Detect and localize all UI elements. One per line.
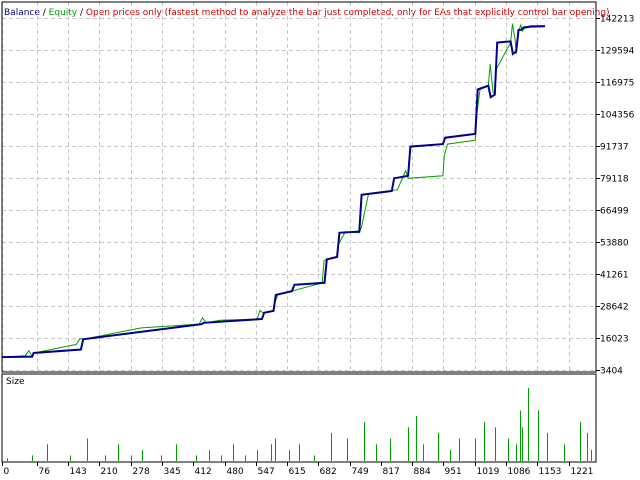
x-tick-label: 615 bbox=[289, 467, 306, 477]
main-grid bbox=[2, 2, 596, 372]
x-tick-label: 547 bbox=[258, 467, 275, 477]
size-plot-border bbox=[1, 373, 597, 463]
x-tick-label: 1019 bbox=[477, 467, 500, 477]
y-tick-label: 3404 bbox=[600, 367, 623, 377]
y-tick-label: 66499 bbox=[600, 207, 629, 217]
y-tick-label: 104356 bbox=[600, 111, 635, 121]
y-tick-label: 53880 bbox=[600, 239, 629, 249]
balance-series-line bbox=[1, 25, 546, 359]
x-tick-label: 1153 bbox=[539, 467, 562, 477]
main-plot-border bbox=[1, 1, 597, 373]
y-tick-label: 91737 bbox=[600, 143, 629, 153]
y-tick-label: 16023 bbox=[600, 335, 629, 345]
x-tick-label: 480 bbox=[227, 467, 244, 477]
x-tick-label: 278 bbox=[133, 467, 150, 477]
x-tick-label: 884 bbox=[414, 467, 431, 477]
equity-legend: Equity bbox=[49, 8, 78, 18]
y-tick-label: 41261 bbox=[600, 271, 629, 281]
balance-equity-chart: 3404 16023 28642 41261 53880 66499 79118 91737 1… bbox=[1, 1, 635, 377]
size-bars bbox=[7, 388, 592, 461]
equity-series-line bbox=[1, 23, 546, 358]
x-tick-label: 682 bbox=[320, 467, 337, 477]
header-text: Balance / Equity / Open prices only (fas… bbox=[4, 8, 610, 18]
x-tick-label: 749 bbox=[352, 467, 369, 477]
size-chart-title: Size bbox=[6, 377, 25, 387]
x-axis-ticks: 0 76 143 210 278 345 412 480 547 615 682 749 817 884 9… bbox=[2, 462, 594, 477]
x-tick-label: 345 bbox=[164, 467, 181, 477]
legend-separator-2: / bbox=[77, 8, 86, 18]
x-tick-label: 210 bbox=[101, 467, 118, 477]
test-mode-text: Open prices only (fastest method to anal… bbox=[86, 8, 610, 18]
x-tick-label: 412 bbox=[195, 467, 212, 477]
x-tick-label: 76 bbox=[39, 467, 51, 477]
balance-legend: Balance bbox=[4, 8, 40, 18]
x-tick-label: 0 bbox=[4, 467, 10, 477]
size-chart: Size 0 76 143 210 278 345 412 480 547 615 682 749 81… bbox=[1, 373, 597, 477]
y-tick-label: 28642 bbox=[600, 303, 629, 313]
x-tick-label: 1086 bbox=[508, 467, 531, 477]
x-tick-label: 951 bbox=[445, 467, 462, 477]
y-tick-label: 116975 bbox=[600, 79, 634, 89]
y-tick-label: 142213 bbox=[600, 15, 634, 25]
y-tick-label: 129594 bbox=[600, 47, 635, 57]
y-tick-label: 79118 bbox=[600, 175, 629, 185]
x-tick-label: 1221 bbox=[571, 467, 594, 477]
x-tick-label: 817 bbox=[383, 467, 400, 477]
x-tick-label: 143 bbox=[70, 467, 87, 477]
y-axis-ticks: 3404 16023 28642 41261 53880 66499 79118 91737 1… bbox=[596, 15, 635, 377]
legend-separator-1: / bbox=[40, 8, 49, 18]
